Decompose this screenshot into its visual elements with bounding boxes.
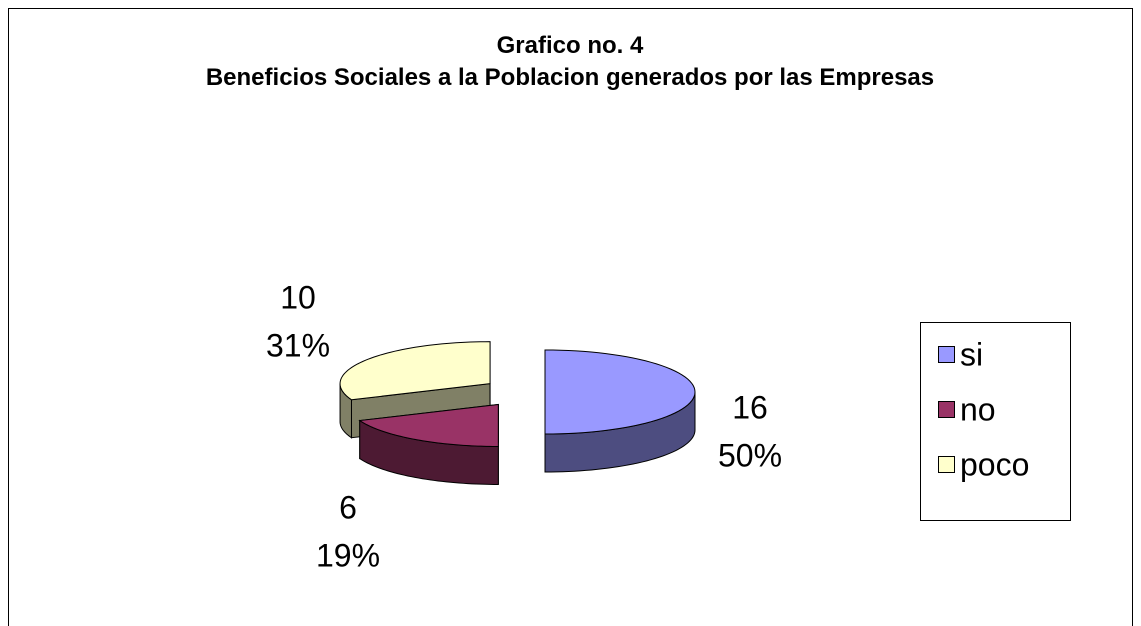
data-label: 16	[732, 389, 768, 425]
chart-subtitle: Beneficios Sociales a la Poblacion gener…	[205, 64, 935, 91]
percent-label: 19%	[316, 537, 380, 573]
legend-swatch	[938, 456, 955, 473]
percent-label: 31%	[266, 327, 330, 363]
percent-label: 50%	[718, 437, 782, 473]
data-label: 6	[339, 489, 357, 525]
slice	[358, 403, 499, 447]
title-box: Grafico no. 4 Beneficios Sociales a la P…	[190, 30, 950, 94]
legend-swatch	[938, 346, 955, 363]
slice	[339, 341, 491, 401]
legend-swatch	[938, 401, 955, 418]
data-label: 10	[280, 279, 316, 315]
slice	[544, 349, 696, 435]
legend-label: no	[960, 391, 996, 427]
chart-border	[8, 8, 1133, 626]
title-wrap: Grafico no. 4 Beneficios Sociales a la P…	[190, 30, 950, 94]
legend-label: si	[960, 336, 983, 372]
chart-title: Grafico no. 4	[496, 32, 644, 59]
legend-label: poco	[960, 446, 1029, 482]
